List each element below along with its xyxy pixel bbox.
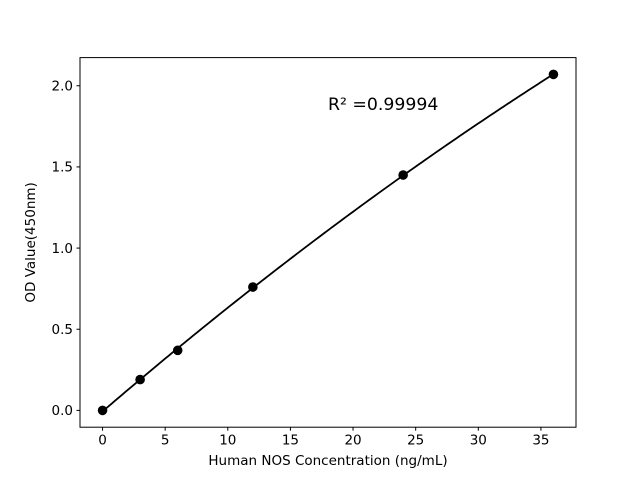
y-tick-label: 0.5 bbox=[52, 322, 73, 338]
x-tick-label: 30 bbox=[470, 433, 487, 449]
y-tick-label: 1.5 bbox=[52, 160, 73, 176]
data-point bbox=[135, 374, 145, 385]
x-tick-label: 20 bbox=[344, 433, 361, 449]
plot-spines bbox=[79, 57, 577, 428]
data-point bbox=[548, 69, 559, 80]
data-points bbox=[97, 69, 559, 416]
x-tick-label: 25 bbox=[407, 433, 424, 449]
y-axis: 0.0 0.5 1.0 1.5 2.0 bbox=[52, 78, 80, 419]
y-axis-label: OD Value(450nm) bbox=[23, 182, 39, 302]
y-tick-label: 1.0 bbox=[52, 241, 73, 257]
data-point bbox=[248, 282, 258, 292]
y-tick-label: 2.0 bbox=[52, 78, 73, 94]
data-point bbox=[172, 345, 183, 356]
r-squared-annotation: R² =0.99994 bbox=[328, 95, 438, 115]
x-tick-label: 0 bbox=[98, 433, 107, 449]
x-tick-label: 35 bbox=[532, 433, 549, 449]
data-point bbox=[97, 405, 108, 416]
x-tick-label: 10 bbox=[219, 433, 236, 449]
x-tick-label: 5 bbox=[161, 433, 170, 449]
data-point bbox=[398, 170, 408, 180]
x-axis-label: Human NOS Concentration (ng/mL) bbox=[208, 453, 447, 469]
x-axis: 0 5 10 15 20 25 30 35 bbox=[98, 427, 550, 449]
x-tick-label: 15 bbox=[282, 433, 299, 449]
y-tick-label: 0.0 bbox=[52, 403, 73, 419]
